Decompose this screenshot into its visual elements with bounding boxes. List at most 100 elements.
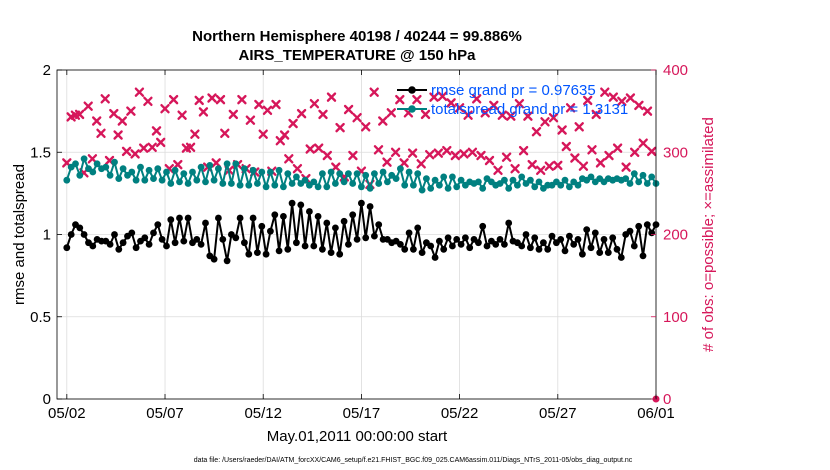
totalspread-marker xyxy=(453,183,461,191)
obs-marker xyxy=(126,106,136,116)
rmse-marker xyxy=(527,244,534,252)
rmse-marker xyxy=(306,208,313,215)
obs-marker xyxy=(284,154,294,164)
obs-marker xyxy=(642,106,653,116)
rmse-marker xyxy=(596,249,604,256)
legend-label-rmse: rmse grand pr = 0.97635 xyxy=(431,82,596,99)
obs-marker xyxy=(544,161,554,171)
rmse-marker xyxy=(154,221,162,229)
totalspread-marker xyxy=(106,171,114,179)
obs-marker xyxy=(228,109,239,120)
totalspread-marker xyxy=(206,162,214,169)
totalspread-marker xyxy=(648,173,656,181)
rmse-marker xyxy=(119,239,127,247)
obs-marker xyxy=(382,157,392,167)
obs-marker xyxy=(429,92,439,102)
x-tick-label: 05/27 xyxy=(539,405,577,422)
obs-marker xyxy=(288,118,298,129)
obs-marker xyxy=(459,149,469,159)
rmse-marker xyxy=(193,236,201,243)
rmse-marker xyxy=(613,245,621,253)
totalspread-marker xyxy=(241,165,248,173)
totalspread-marker xyxy=(310,178,318,186)
totalspread-marker xyxy=(332,180,339,187)
rmse-marker xyxy=(232,234,240,242)
obs-marker xyxy=(472,94,482,104)
rmse-marker xyxy=(301,242,309,250)
obs-marker xyxy=(591,109,601,120)
totalspread-marker xyxy=(89,168,97,176)
obs-marker xyxy=(570,153,580,163)
totalspread-marker xyxy=(353,170,361,178)
y-tick-label-right: 300 xyxy=(663,144,688,161)
y-tick-label-left: 1 xyxy=(43,227,51,244)
totalspread-marker xyxy=(275,166,283,174)
rmse-marker xyxy=(535,245,543,253)
obs-marker xyxy=(557,125,567,135)
y-tick-label-left: 1.5 xyxy=(30,144,51,161)
obs-marker xyxy=(83,101,93,111)
obs-marker xyxy=(446,98,456,108)
obs-marker xyxy=(506,111,516,121)
totalspread-marker xyxy=(622,175,630,183)
y-tick-label-right: 400 xyxy=(663,62,688,79)
obs-marker xyxy=(271,99,281,110)
rmse-marker xyxy=(223,257,231,265)
obs-marker xyxy=(305,144,315,154)
rmse-marker xyxy=(492,241,500,248)
obs-marker xyxy=(91,116,102,126)
totalspread-marker xyxy=(141,176,149,184)
totalspread-marker xyxy=(327,168,335,176)
totalspread-marker xyxy=(128,168,136,176)
totalspread-marker xyxy=(267,168,274,176)
obs-marker xyxy=(245,115,256,125)
y-tick-label-right: 100 xyxy=(663,309,688,326)
obs-marker xyxy=(433,148,443,158)
totalspread-marker xyxy=(561,176,569,184)
totalspread-marker xyxy=(379,168,387,176)
rmse-marker xyxy=(475,239,482,247)
rmse-marker xyxy=(254,249,261,256)
totalspread-marker xyxy=(93,160,101,168)
obs-marker xyxy=(536,165,546,176)
totalspread-marker xyxy=(371,170,378,178)
totalspread-marker xyxy=(232,160,240,168)
obs-marker xyxy=(168,94,179,105)
rmse-marker xyxy=(163,242,170,250)
obs-marker xyxy=(190,129,200,139)
totalspread-marker xyxy=(189,168,196,176)
totalspread-marker xyxy=(163,168,170,176)
footer-data-file: data file: /Users/raeder/DAI/ATM_forcXX/… xyxy=(194,457,633,464)
totalspread-marker xyxy=(436,181,443,189)
totalspread-marker xyxy=(176,178,183,186)
obs-marker xyxy=(425,149,435,160)
obs-marker xyxy=(412,94,422,105)
rmse-marker xyxy=(76,224,84,232)
obs-marker xyxy=(647,146,657,157)
rmse-marker xyxy=(184,214,192,222)
rmse-marker xyxy=(444,234,452,242)
rmse-marker xyxy=(371,232,378,240)
obs-marker xyxy=(553,160,563,171)
rmse-marker xyxy=(145,241,153,248)
totalspread-marker xyxy=(293,173,300,181)
rmse-marker xyxy=(128,229,136,237)
rmse-marker xyxy=(349,211,357,219)
y-axis-label-left: rmse and totalspread xyxy=(11,164,28,305)
obs-marker xyxy=(467,147,478,158)
rmse-marker xyxy=(210,255,218,263)
rmse-marker xyxy=(635,222,643,230)
totalspread-marker xyxy=(193,176,201,184)
obs-marker xyxy=(207,93,217,103)
rmse-marker xyxy=(540,239,547,247)
totalspread-marker xyxy=(427,185,435,192)
x-tick-label: 05/17 xyxy=(343,405,381,422)
totalspread-marker xyxy=(314,183,322,191)
totalspread-marker xyxy=(319,170,326,178)
totalspread-marker xyxy=(457,176,465,184)
totalspread-marker xyxy=(410,181,417,189)
rmse-marker xyxy=(176,214,183,222)
obs-marker xyxy=(463,110,473,120)
rmse-marker xyxy=(483,242,491,250)
